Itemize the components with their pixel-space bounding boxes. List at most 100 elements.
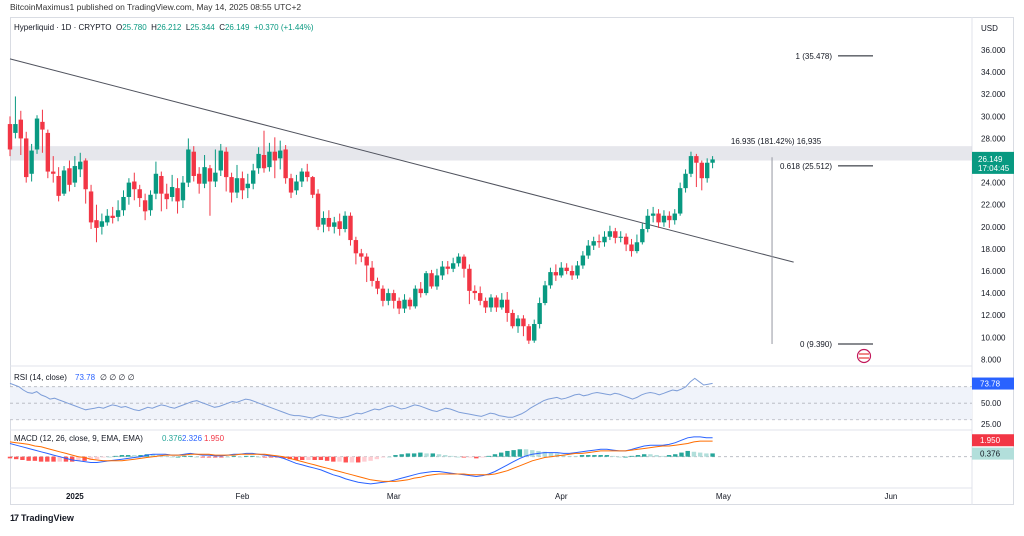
low-label: L: [185, 23, 191, 32]
rsi-tick-label: 25.00: [981, 420, 1002, 429]
macd-histogram-bar: [511, 450, 516, 457]
macd-histogram-bar: [32, 456, 38, 461]
macd-histogram-bar: [225, 456, 230, 458]
candle-body: [677, 188, 683, 214]
price-tick-label: 14.000: [981, 289, 1006, 298]
currency-label[interactable]: USD: [981, 24, 998, 33]
rsi-extras: ∅ ∅ ∅ ∅: [100, 373, 135, 382]
price-tick-label: 8.000: [981, 355, 1002, 364]
macd-histogram-bar: [685, 450, 690, 457]
candle-body: [488, 297, 494, 308]
macd-histogram-bar: [679, 452, 684, 457]
candle-body: [283, 149, 288, 179]
macd-histogram-bar: [554, 453, 560, 457]
candle-body: [456, 256, 461, 264]
candle-body: [645, 215, 650, 230]
candle-body: [375, 280, 380, 289]
last-price-tag: [972, 151, 1014, 174]
macd-histogram-bar: [641, 454, 647, 457]
macd-histogram-bar: [629, 455, 634, 457]
candle-body: [13, 124, 18, 133]
publish-line: BitcoinMaximus1 published on TradingView…: [10, 2, 302, 12]
candle-body: [213, 172, 218, 182]
candle-body: [78, 161, 83, 170]
price-tick-label: 18.000: [981, 245, 1006, 254]
candle-body: [72, 166, 78, 183]
candle-body: [683, 173, 688, 189]
price-tick-label: 20.000: [981, 223, 1006, 232]
macd-histogram-bar: [704, 453, 709, 457]
fib-level-label: 0 (9.390): [800, 340, 832, 349]
candle-body: [294, 181, 299, 191]
candle-body: [710, 159, 715, 163]
macd-histogram-bar: [418, 452, 423, 457]
macd-histogram-bar: [113, 455, 118, 457]
macd-histogram-bar: [405, 453, 411, 457]
macd-histogram-bar: [355, 456, 361, 463]
macd-histogram-bar: [443, 455, 448, 457]
macd-histogram-bar: [523, 449, 529, 457]
candle-body: [159, 175, 164, 194]
candle-body: [337, 221, 342, 230]
candle-body: [348, 215, 353, 241]
candle-body: [640, 229, 645, 243]
candle-body: [240, 178, 245, 191]
macd-histogram-bar: [573, 455, 578, 457]
price-tick-label: 24.000: [981, 179, 1006, 188]
candle-body: [278, 150, 283, 159]
candle-body: [132, 181, 137, 190]
candle-body: [477, 293, 483, 301]
signal-line: [9, 440, 713, 482]
macd-histogram-bar: [691, 451, 697, 457]
macd-histogram-bar: [455, 456, 460, 458]
candle-body: [429, 273, 434, 287]
macd-histogram-bar: [206, 456, 212, 458]
candle-body: [699, 162, 704, 179]
macd-histogram-bar: [368, 456, 373, 461]
candle-body: [386, 293, 391, 301]
candle-body: [553, 272, 559, 276]
price-tick-label: 10.000: [981, 333, 1006, 342]
macd-histogram-bar: [107, 456, 112, 458]
candle-body: [229, 177, 234, 193]
price-tick-label: 12.000: [981, 311, 1006, 320]
tradingview-footer: 17 TradingView: [10, 513, 74, 523]
candle-body: [34, 118, 40, 150]
macd-histogram-bar: [324, 456, 330, 461]
macd-value: 2.326: [182, 434, 203, 443]
candle-body: [418, 288, 423, 294]
candle-body: [629, 244, 634, 252]
candle-body: [202, 167, 207, 184]
macd-histogram-bar: [710, 453, 715, 457]
candle-body: [510, 312, 515, 327]
resistance-zone: [10, 146, 972, 161]
candle-body: [272, 151, 278, 161]
macd-histogram-bar: [76, 456, 81, 461]
macd-histogram-bar: [498, 452, 504, 457]
candle-body: [650, 213, 656, 216]
macd-histogram-bar: [548, 452, 554, 457]
chart-frame: [10, 17, 1014, 505]
macd-histogram-bar: [38, 456, 44, 462]
candle-body: [191, 151, 196, 176]
candle-body: [434, 275, 440, 287]
macd-histogram-bar: [654, 455, 659, 457]
candle-body: [440, 266, 445, 276]
macd-histogram-bar: [14, 456, 19, 460]
candle-body: [305, 171, 310, 178]
macd-histogram-bar: [169, 456, 174, 458]
rsi-value-tag: [972, 377, 1014, 390]
macd-histogram-bar: [45, 456, 50, 462]
candle-body: [575, 265, 580, 276]
candle-body: [164, 193, 169, 200]
symbol-label[interactable]: Hyperliquid · 1D · CRYPTO: [14, 23, 112, 32]
time-tick-label: Feb: [235, 492, 249, 501]
candle-body: [688, 156, 694, 174]
candle-body: [186, 149, 191, 183]
macd-signal-tag: [972, 434, 1014, 447]
macd-histogram-bar: [132, 455, 137, 457]
macd-histogram-bar: [101, 456, 106, 458]
candle-body: [613, 231, 618, 238]
macd-histogram-bar: [63, 456, 69, 462]
